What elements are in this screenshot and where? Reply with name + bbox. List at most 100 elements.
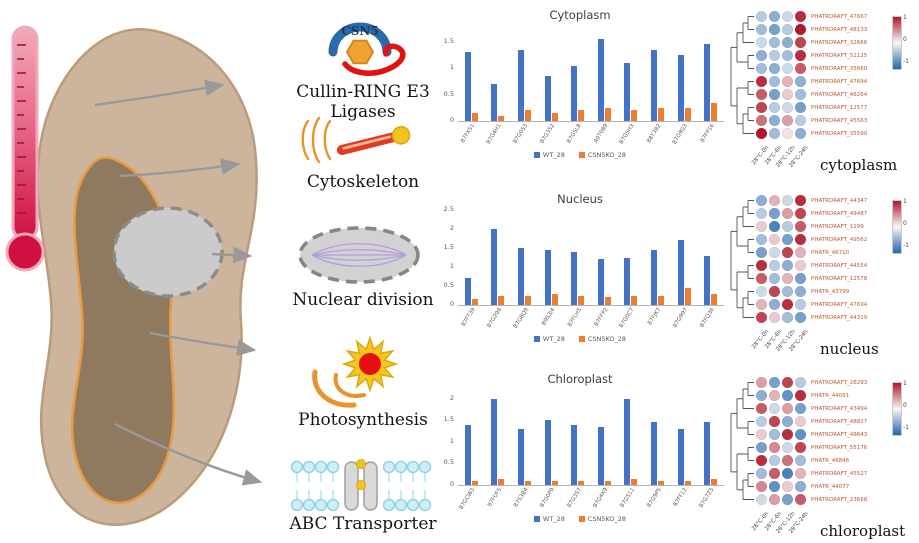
heatmap-cell <box>769 115 780 126</box>
bar-WT_28 <box>544 249 551 305</box>
heatmap-cell <box>756 102 767 113</box>
x-axis-tick-label: B7G0C7 <box>619 307 636 330</box>
heatmap-cell <box>795 195 806 206</box>
heatmap-cell <box>795 128 806 139</box>
heatmap-cell <box>769 11 780 22</box>
x-axis-tick: B7G511 <box>618 486 645 513</box>
bar-group <box>597 210 611 305</box>
heatmap-row-label: PHATRDRAFT_49562 <box>811 236 868 243</box>
bar-CSN5KO_28 <box>551 113 558 121</box>
x-axis-tick-label: A0T0B9 <box>592 123 610 145</box>
cytoskeleton-icon <box>292 112 422 174</box>
bar-chart-nucleus: Nucleus 0 0.5 1 1.5 2 2.5 B7FT39 B7G294 B7G8Q9 B9S… <box>432 192 728 343</box>
legend-swatch-icon <box>578 152 585 158</box>
thermometer-icon <box>5 25 45 272</box>
y-axis-tick-label: 0 <box>449 300 454 308</box>
bar-WT_28 <box>464 278 471 305</box>
bar-group <box>677 26 691 121</box>
x-axis-tick: B9S3I4 <box>538 306 565 333</box>
x-axis-tick-label: B7G4K9 <box>592 487 610 509</box>
bar-CSN5KO_28 <box>551 293 558 305</box>
heatmap-cell <box>769 377 780 388</box>
bar-group <box>464 390 478 485</box>
y-axis-tick-label: 1.5 <box>443 415 454 424</box>
bar-group <box>464 210 478 305</box>
cell-body <box>36 28 258 526</box>
pathway-label-cytoskeleton: Cytoskeleton <box>306 172 420 192</box>
colorbar-legend <box>892 16 902 70</box>
heatmap-row-label: PHATRDRAFT_51125 <box>811 52 868 59</box>
dividing-nucleus <box>112 206 224 298</box>
colorbar-legend <box>892 382 902 436</box>
x-axis-tick-label: B7FJK7 <box>647 307 663 327</box>
heatmap-section-title: nucleus <box>820 340 879 358</box>
heatmap-cell <box>769 494 780 505</box>
x-axis-tick-label: B7G997 <box>672 307 690 329</box>
y-axis-tick-label: 0.5 <box>443 458 454 467</box>
bar-group <box>597 26 611 121</box>
heatmap-row-label: PHATRDRAFT_49487 <box>811 210 868 217</box>
legend-swatch-icon <box>533 336 540 342</box>
legend-item: WT_28 <box>533 151 565 159</box>
y-axis-tick-label: 1.5 <box>443 36 454 45</box>
bar-group <box>517 390 531 485</box>
y-axis-tick-label: 2 <box>449 224 454 232</box>
heatmap-cell <box>769 247 780 258</box>
heatmap-cell <box>782 24 793 35</box>
bar-CSN5KO_28 <box>684 287 691 305</box>
bar-group <box>624 210 638 305</box>
bar-group <box>650 210 664 305</box>
legend-label: CSN5KO_28 <box>587 515 627 523</box>
x-axis-tick: B8Y3B2 <box>644 122 671 149</box>
heatmap-row-label: PHATRDRAFT_35590 <box>811 130 868 137</box>
heatmap-cell <box>769 286 780 297</box>
x-axis-tick: B7FJK7 <box>644 306 671 333</box>
abc-transporter-icon <box>283 458 443 518</box>
bar-group <box>677 210 691 305</box>
heatmap-cell <box>769 403 780 414</box>
bar-CSN5KO_28 <box>631 110 638 121</box>
legend-swatch-icon <box>578 516 585 522</box>
chart-legend: WT_28 CSN5KO_28 <box>432 151 728 159</box>
bar-WT_28 <box>571 251 578 305</box>
heatmap-row-label: PHATR_44091 <box>811 392 850 399</box>
x-axis-tick: B7FP16 <box>697 122 724 149</box>
x-axis-tick-label: B7S3B4 <box>513 487 530 509</box>
bar-WT_28 <box>597 259 604 305</box>
colorbar-tick-label: 0 <box>903 402 907 409</box>
bar-WT_28 <box>571 424 578 485</box>
colorbar-tick-label: -1 <box>903 58 909 65</box>
bar-CSN5KO_28 <box>711 478 718 485</box>
chart-plot-area: 0 0.5 1 1.5 2 2.5 <box>444 205 724 308</box>
heatmap-cell <box>769 312 780 323</box>
x-axis-tick: B7FQ36 <box>697 306 724 333</box>
bar-WT_28 <box>624 398 631 485</box>
heatmap-cell <box>756 481 767 492</box>
x-axis-tick-label: B7G8Q9 <box>512 307 530 330</box>
heatmap-cell <box>795 286 806 297</box>
bar-CSN5KO_28 <box>498 115 505 121</box>
heatmap-cell <box>756 442 767 453</box>
bar-WT_28 <box>491 398 498 485</box>
bar-group <box>544 390 558 485</box>
heatmap-cell <box>769 481 780 492</box>
bar-CSN5KO_28 <box>471 299 478 305</box>
dendrogram-icon <box>730 16 754 134</box>
x-axis-labels: B7FXS1 B7G4H1 B7G0S3 B7G3S2 B7G5L8 A0T0B9 B7G5… <box>458 122 724 149</box>
bar-CSN5KO_28 <box>711 293 718 305</box>
bar-group <box>624 390 638 485</box>
x-axis-tick: B7G4K9 <box>591 486 618 513</box>
heatmap-cell <box>782 468 793 479</box>
csn5-complex-icon: CSN5 <box>283 8 443 84</box>
bar-CSN5KO_28 <box>578 480 585 485</box>
bar-WT_28 <box>704 422 711 485</box>
bar-WT_28 <box>597 426 604 485</box>
heatmap-cell <box>769 299 780 310</box>
bar-WT_28 <box>677 55 684 121</box>
heatmap-cell <box>782 195 793 206</box>
bar-series-area <box>458 390 724 485</box>
heatmap-cell <box>795 442 806 453</box>
chart-title: Cytoplasm <box>549 8 611 22</box>
heatmap-row-label: PHATRDRAFT_48264 <box>811 91 868 98</box>
